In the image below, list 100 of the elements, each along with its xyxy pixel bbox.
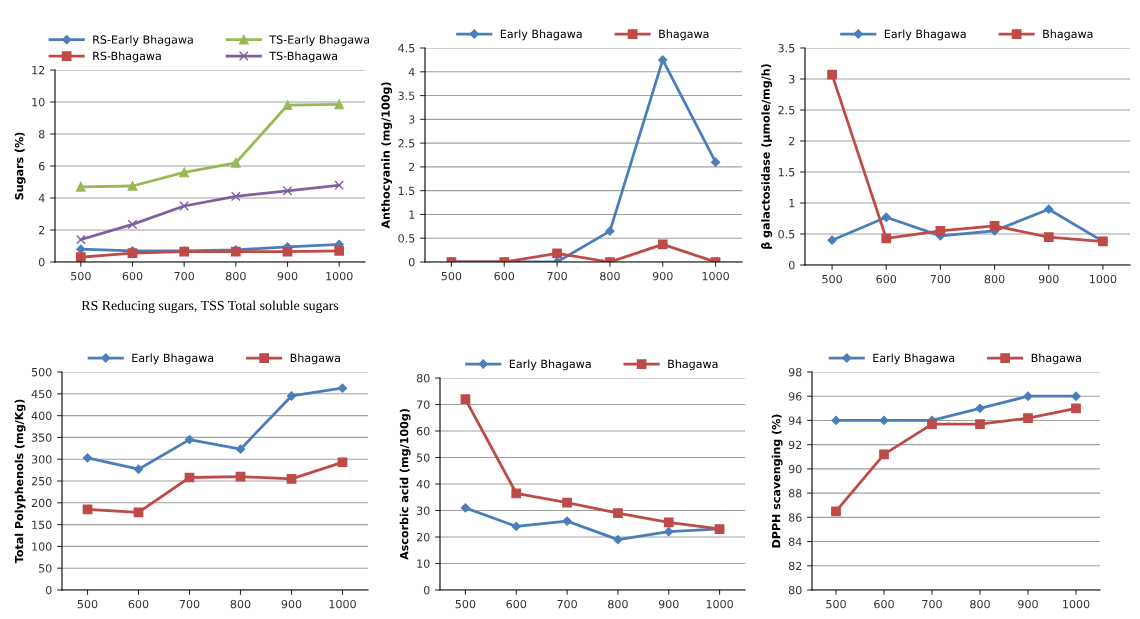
y-tick-label: 3 [409,115,415,124]
y-axis-title: Ascorbic acid (mg/100g) [399,409,411,560]
y-tick-label: 86 [788,513,802,522]
y-tick-label: 1 [789,199,795,208]
y-tick-label: 10 [417,559,430,568]
y-tick-label: 70 [417,400,430,409]
y-tick-label: 10 [32,97,45,107]
y-tick-label: 80 [416,373,430,383]
y-tick-label: 6 [38,161,45,171]
x-tick-label: 500 [455,599,476,609]
y-tick-label: 2.5 [398,139,415,148]
y-tick-label: 98 [788,367,802,377]
y-tick-label: 50 [39,564,52,573]
x-tick-label: 900 [277,271,298,281]
y-tick-label: 0 [788,260,795,270]
x-tick-label: 700 [174,271,195,281]
x-tick-label: 600 [876,274,897,284]
y-axis-title: Total Polyphenols (mg/Kg) [14,399,26,564]
y-tick-label: 1.5 [778,168,795,177]
x-tick-label: 600 [874,599,894,609]
y-tick-label: 40 [416,479,430,489]
x-tick-label: 900 [652,271,673,281]
x-tick-label: 800 [600,271,620,281]
y-tick-label: 2.5 [778,105,795,115]
y-tick-label: 96 [788,392,802,401]
x-tick-label: 700 [922,599,942,609]
y-tick-label: 200 [31,498,52,508]
y-tick-label: 4.5 [398,44,415,53]
y-tick-label: 0 [45,585,52,595]
y-tick-label: 0.5 [778,229,795,239]
x-tick-label: 500 [441,271,462,281]
y-tick-label: 4 [408,67,415,76]
y-tick-label: 300 [31,455,52,464]
y-tick-label: 8 [38,129,45,139]
legend-label: Bhagawa [290,353,340,365]
y-tick-label: 0 [423,585,430,595]
y-tick-label: 2 [409,162,415,172]
y-axis-title: Sugars (%) [14,132,26,200]
x-tick-label: 1000 [329,599,356,609]
y-tick-label: 94 [788,416,802,425]
x-tick-label: 900 [1038,274,1059,284]
legend-label: Early Bhagawa [509,359,591,371]
legend-label: Early Bhagawa [132,353,214,365]
y-tick-label: 0 [38,257,45,267]
text: RS Reducing sugars, TSS Total soluble sugars [81,300,339,314]
legend-label: Early Bhagawa [884,29,966,41]
y-tick-label: 30 [416,506,430,515]
y-tick-label: 500 [31,367,52,377]
y-tick-label: 80 [788,585,802,595]
x-tick-label: 700 [547,271,567,281]
x-tick-label: 1000 [326,271,353,281]
x-tick-label: 600 [494,271,515,281]
legend-label: Early Bhagawa [873,353,955,365]
x-tick-label: 800 [608,599,628,609]
x-tick-label: 800 [984,274,1005,284]
legend-label: Bhagawa [1031,353,1081,365]
x-tick-label: 700 [179,599,200,609]
y-tick-label: 350 [31,433,52,442]
x-tick-label: 800 [225,271,246,281]
legend-label: RS-Bhagawa [93,51,161,63]
x-tick-label: 500 [822,274,842,284]
y-tick-label: 60 [416,426,430,436]
y-tick-label: 100 [32,542,52,551]
legend-label: Bhagawa [668,359,718,371]
x-tick-label: 1000 [702,271,729,281]
y-tick-label: 2 [789,136,795,146]
y-tick-label: 3.5 [398,91,415,100]
legend-label: RS-Early Bhagawa [93,35,193,46]
y-tick-label: 450 [31,389,52,399]
y-tick-label: 3 [789,74,795,84]
y-tick-label: 0 [408,257,415,267]
x-tick-label: 600 [122,271,143,281]
x-tick-label: 700 [930,274,951,284]
x-tick-label: 1000 [1063,599,1090,609]
y-tick-label: 1.5 [398,186,415,196]
x-tick-label: 900 [658,599,679,609]
x-tick-label: 700 [557,599,577,609]
y-tick-label: 88 [788,489,802,498]
y-tick-label: 2 [39,225,45,235]
legend-label: Bhagawa [659,29,709,41]
y-tick-label: 1 [409,210,415,219]
x-tick-label: 600 [506,599,527,609]
x-tick-label: 500 [826,599,846,609]
y-tick-label: 3.5 [778,43,795,53]
y-tick-label: 50 [417,453,430,462]
y-tick-label: 90 [788,464,802,474]
x-tick-label: 800 [970,599,990,609]
x-tick-label: 500 [77,599,98,609]
y-tick-label: 0.5 [398,234,415,243]
x-tick-label: 500 [71,271,91,281]
y-axis-title: Anthocyanin (mg/100g) [381,82,393,229]
y-axis-title: β galactosidase (µmole/mg/h) [761,64,773,249]
y-tick-label: 250 [31,476,52,486]
x-tick-label: 1000 [706,599,733,609]
legend-label: Early Bhagawa [500,29,582,41]
y-tick-label: 12 [32,65,45,75]
x-tick-label: 800 [230,599,251,609]
y-tick-label: 4 [38,194,45,203]
legend-label: TS-Bhagawa [269,51,338,63]
legend-label: Bhagawa [1043,29,1093,41]
